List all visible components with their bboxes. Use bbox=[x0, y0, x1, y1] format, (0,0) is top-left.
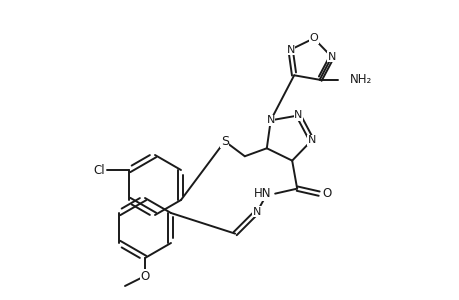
Text: N: N bbox=[252, 207, 261, 217]
Text: N: N bbox=[294, 110, 302, 120]
Text: S: S bbox=[220, 135, 228, 148]
Text: HN: HN bbox=[253, 187, 270, 200]
Text: O: O bbox=[309, 33, 318, 43]
Text: N: N bbox=[307, 135, 315, 145]
Text: Cl: Cl bbox=[93, 164, 105, 176]
Text: NH₂: NH₂ bbox=[349, 73, 371, 86]
Text: N: N bbox=[286, 45, 294, 55]
Text: O: O bbox=[322, 187, 331, 200]
Text: N: N bbox=[266, 115, 274, 125]
Text: O: O bbox=[140, 269, 149, 283]
Text: N: N bbox=[327, 52, 335, 62]
